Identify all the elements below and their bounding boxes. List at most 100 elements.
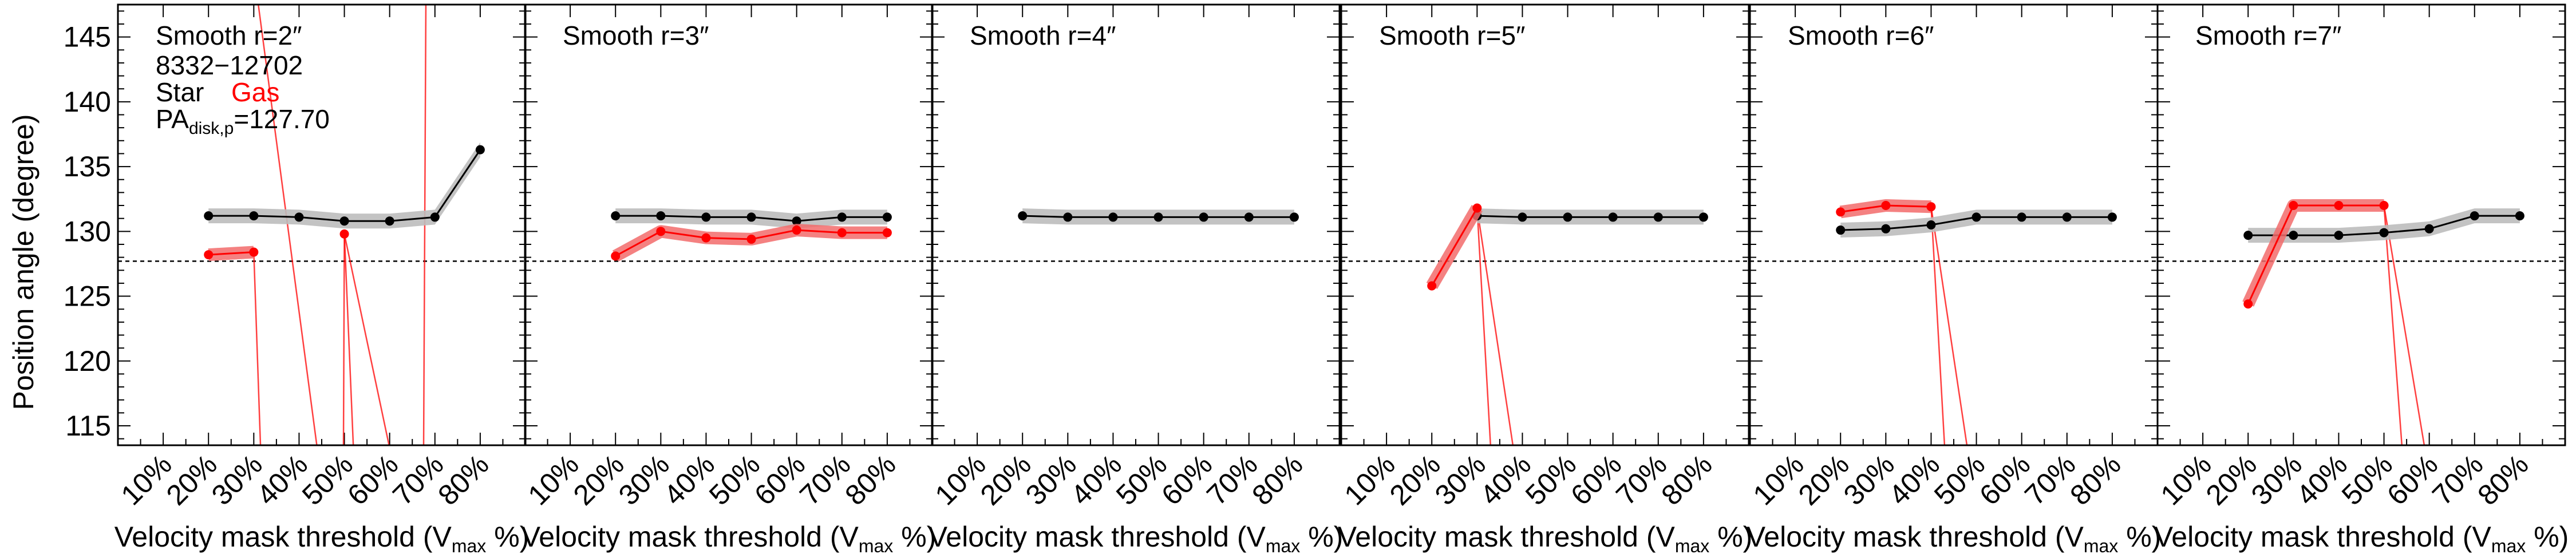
star-point: [2289, 231, 2298, 240]
star-point: [385, 216, 394, 226]
gas-drop-line: [342, 234, 345, 445]
gas-point: [204, 250, 214, 260]
star-point: [2062, 212, 2072, 222]
star-point: [475, 145, 485, 155]
x-tick-label: 80%: [432, 448, 495, 511]
star-point: [1698, 212, 1708, 222]
x-axis-label-main: Velocity mask threshold (V: [521, 521, 859, 553]
pa-annotation: PAdisk,p=127.70: [156, 104, 330, 138]
panel-2: Smooth r=3″10%20%30%40%50%60%70%80%Veloc…: [521, 3, 937, 556]
gas-point: [792, 225, 801, 235]
star-point: [430, 212, 440, 222]
star-point: [1289, 212, 1299, 222]
x-tick-label: 80%: [1655, 448, 1718, 511]
x-tick-label: 80%: [839, 448, 902, 511]
star-point: [204, 211, 214, 221]
gas-drop-line: [422, 5, 427, 445]
star-point: [1608, 212, 1618, 222]
panel-title: Smooth r=5″: [1379, 21, 1525, 50]
y-tick-label: 130: [64, 215, 111, 247]
plot-area: [204, 5, 485, 445]
gas-drop-line: [343, 234, 390, 445]
star-point: [1518, 212, 1527, 222]
gas-point: [2289, 201, 2298, 211]
x-axis-label-sub: max: [1675, 536, 1709, 556]
star-point: [792, 216, 801, 226]
star-point: [701, 212, 711, 222]
panel-title: Smooth r=2″: [156, 21, 302, 50]
x-axis-label-main: Velocity mask threshold (V: [1338, 521, 1676, 553]
gas-point: [701, 233, 711, 243]
star-point: [656, 211, 666, 221]
gas-point: [656, 227, 666, 236]
gas-point: [249, 247, 259, 257]
star-point: [746, 212, 756, 222]
star-point: [1063, 212, 1073, 222]
gas-line: [1431, 207, 1478, 287]
star-point: [2107, 212, 2117, 222]
star-point: [837, 212, 847, 222]
y-tick-label: 125: [64, 280, 111, 312]
star-point: [339, 216, 349, 226]
gas-point: [1881, 201, 1891, 211]
panel-title: Smooth r=6″: [1788, 21, 1934, 50]
x-axis-label-sub: max: [452, 536, 486, 556]
gas-drop-line: [343, 234, 354, 445]
star-point: [2017, 212, 2026, 222]
x-axis-label: Velocity mask threshold (Vmax %): [1338, 521, 1753, 556]
gas-line: [208, 251, 254, 256]
x-axis-label: Velocity mask threshold (Vmax %): [114, 521, 530, 556]
star-point: [1653, 212, 1663, 222]
x-axis-label-tail: %): [2526, 521, 2569, 553]
x-axis-label-tail: %): [1709, 521, 1752, 553]
x-axis-label: Velocity mask threshold (Vmax %): [1747, 521, 2162, 556]
pa-main: PA: [156, 104, 189, 134]
star-point: [1153, 212, 1163, 222]
gas-point: [2243, 299, 2253, 309]
panel-title: Smooth r=7″: [2195, 21, 2341, 50]
galaxy-id: 8332−12702: [156, 50, 303, 80]
star-point: [294, 212, 304, 222]
panel-frame: [524, 3, 934, 446]
gas-drop-line: [258, 5, 318, 445]
star-point: [611, 211, 621, 221]
gas-drop-line: [2383, 205, 2403, 445]
x-tick-label: 80%: [2471, 448, 2534, 511]
panel-title: Smooth r=4″: [970, 21, 1116, 50]
panel-frame: [2156, 3, 2566, 446]
star-point: [2243, 231, 2253, 240]
gas-drop-line: [1930, 207, 1946, 445]
gas-point: [1472, 203, 1482, 213]
y-tick-label: 140: [64, 86, 111, 118]
legend-star-label: Star: [156, 77, 204, 107]
gas-point: [1926, 202, 1936, 212]
star-point: [249, 211, 259, 221]
star-point: [1108, 212, 1118, 222]
x-axis-label-tail: %): [893, 521, 936, 553]
x-axis-label-tail: %): [2118, 521, 2161, 553]
x-axis-label: Velocity mask threshold (Vmax %): [2154, 521, 2569, 556]
star-point: [1926, 220, 1936, 229]
panel-frame: [1340, 3, 1750, 446]
gas-drop-line: [253, 252, 262, 445]
gas-point: [837, 228, 847, 238]
plot-area: [611, 208, 892, 262]
gas-line: [2247, 204, 2384, 304]
x-axis-label-sub: max: [1266, 536, 1300, 556]
star-point: [1881, 224, 1891, 234]
gas-point: [1836, 207, 1846, 217]
gas-drop-line: [1930, 207, 1968, 445]
gas-point: [2334, 201, 2344, 211]
x-axis-label-tail: %): [1300, 521, 1343, 553]
x-axis-label: Velocity mask threshold (Vmax %): [929, 521, 1344, 556]
y-tick-label: 135: [64, 151, 111, 183]
panel-5: Smooth r=6″10%20%30%40%50%60%70%80%Veloc…: [1747, 3, 2162, 556]
star-error-band: [208, 142, 480, 229]
gas-point: [746, 234, 756, 244]
x-axis-label: Velocity mask threshold (Vmax %): [521, 521, 937, 556]
gas-drop-line: [1476, 208, 1514, 445]
legend-gas-label: Gas: [231, 77, 279, 107]
plot-area: [1836, 199, 2117, 445]
star-point: [1836, 225, 1846, 235]
